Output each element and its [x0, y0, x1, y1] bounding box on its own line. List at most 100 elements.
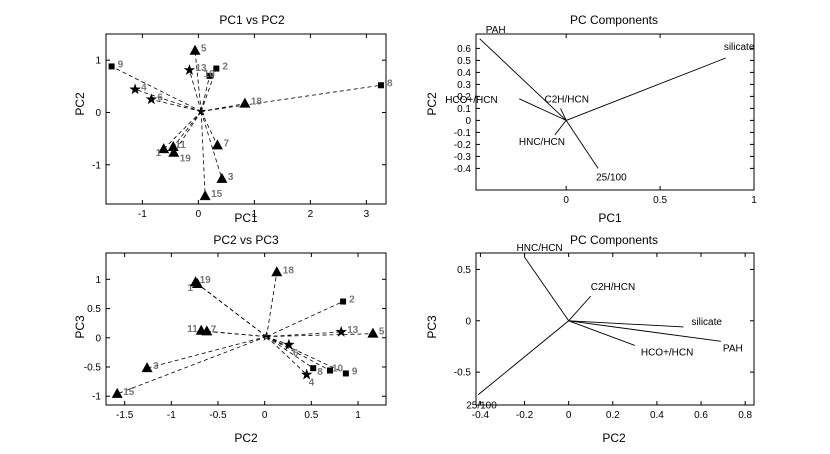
- vector-label: HCO+/HCN: [445, 95, 498, 106]
- point-marker-triangle: [141, 362, 153, 373]
- dashed-link: [189, 69, 202, 112]
- x-tick-label: 0.5: [304, 410, 318, 421]
- point-marker-square: [108, 63, 115, 70]
- dashed-link: [201, 103, 245, 112]
- panel-pc1-vs-pc2: PC1 vs PC2 PC1 PC2 -1 0 1 2 3-10112345678910…: [73, 13, 393, 225]
- point-marker-square: [206, 72, 213, 79]
- x-tick-label: 0.2: [606, 410, 620, 421]
- dashed-link: [163, 111, 202, 150]
- panel-pc2-vs-pc3: PC2 vs PC3 PC2 PC3 -1.5 -1 -0.5 0 0.5 1 -1 -0.5…: [73, 233, 387, 445]
- point-label: 8: [317, 367, 323, 378]
- point-label: 9: [118, 59, 124, 70]
- plot-area: 0 0.5 1-0.4-0.3-0.2-0.100.10.20.30.40.50.6…: [445, 25, 757, 206]
- x-tick-label: 0: [563, 195, 569, 206]
- dashed-link: [111, 66, 202, 112]
- point-label: 2: [222, 62, 228, 73]
- point-marker-triangle: [167, 140, 179, 151]
- panel-title: PC2 vs PC3: [213, 233, 279, 247]
- vector-label: silicate: [691, 317, 722, 328]
- point-label: 18: [283, 265, 295, 276]
- y-axis-label: PC2: [73, 92, 87, 116]
- y-tick-label: -1: [92, 160, 101, 171]
- point-label: 19: [200, 275, 212, 286]
- point-marker-triangle: [199, 190, 211, 201]
- point-marker-square: [327, 367, 333, 374]
- x-axis-label: PC2: [234, 431, 258, 445]
- panel-title: PC1 vs PC2: [219, 13, 285, 27]
- component-vector: [568, 320, 636, 346]
- vector-label: PAH: [486, 25, 506, 36]
- dashed-link: [200, 111, 206, 197]
- x-tick-label: 0.5: [653, 195, 667, 206]
- x-tick-label: 0: [196, 209, 202, 220]
- vector-label: C2H/HCN: [545, 94, 589, 105]
- x-tick-label: 0.6: [694, 410, 708, 421]
- plot-area: -0.4 -0.2 0 0.2 0.4 0.6 0.8 -0.5 0 0.5 HNC/HCN C2H/…: [454, 243, 755, 421]
- x-axis-label: PC1: [598, 211, 622, 225]
- point-marker-triangle: [158, 143, 170, 154]
- y-tick-label: 0: [95, 108, 101, 119]
- dashed-link: [200, 111, 223, 180]
- point-marker-square: [213, 65, 220, 72]
- point-marker-triangle: [239, 97, 251, 108]
- point-label: 18: [251, 97, 263, 108]
- point-marker-star: [301, 368, 313, 380]
- component-vector: [519, 98, 567, 121]
- point-marker-triangle: [211, 139, 223, 150]
- x-tick-label: 0: [262, 410, 268, 421]
- x-tick-label: 1: [355, 410, 361, 421]
- point-label: 7: [223, 138, 229, 149]
- x-tick-label: -1.5: [116, 410, 134, 421]
- y-axis-label: PC3: [425, 315, 439, 339]
- dashed-link: [172, 111, 202, 148]
- y-tick-label: 0: [465, 116, 471, 127]
- x-tick-label: -0.2: [516, 410, 534, 421]
- component-vector: [479, 38, 567, 121]
- point-marker-triangle: [190, 276, 202, 287]
- y-tick-label: 0.5: [87, 304, 101, 315]
- component-vector: [560, 108, 567, 121]
- point-marker-triangle: [216, 172, 228, 183]
- y-tick-label: 1: [95, 56, 101, 67]
- point-label: 8: [387, 78, 393, 89]
- y-axis-label: PC2: [425, 92, 439, 116]
- y-tick-label: 0.1: [457, 104, 471, 115]
- point-label: 10: [204, 69, 216, 80]
- x-tick-label: -0.5: [209, 410, 227, 421]
- component-vector: [568, 320, 684, 328]
- point-label: 1: [156, 148, 162, 159]
- point-marker-triangle: [111, 387, 123, 398]
- x-tick-label: -1: [138, 209, 147, 220]
- dashed-link: [134, 89, 202, 112]
- panel-title: PC Components: [570, 233, 658, 247]
- dashed-link: [200, 111, 218, 146]
- y-tick-label: 0.2: [457, 92, 471, 103]
- x-tick-label: 1: [751, 195, 757, 206]
- dashed-link: [266, 336, 307, 375]
- component-vector: [565, 120, 599, 169]
- y-tick-label: 0: [95, 333, 101, 344]
- point-label: 2: [349, 295, 355, 306]
- dashed-link: [266, 336, 314, 369]
- dashed-link: [194, 50, 202, 112]
- point-marker-triangle: [271, 266, 283, 277]
- point-label: 11: [187, 324, 198, 335]
- y-tick-label: 0.6: [457, 44, 471, 55]
- vector-label: HNC/HCN: [519, 137, 565, 148]
- axes-frame: [105, 252, 387, 406]
- x-tick-label: -1: [167, 410, 176, 421]
- vector-label: C2H/HCN: [591, 282, 635, 293]
- y-tick-label: -0.3: [454, 152, 472, 163]
- component-vector: [524, 256, 570, 322]
- point-marker-triangle: [189, 44, 201, 55]
- x-tick-label: 2: [308, 209, 314, 220]
- y-axis-label: PC3: [73, 315, 87, 339]
- y-tick-label: -0.4: [454, 164, 472, 175]
- point-label: 6: [293, 348, 299, 359]
- y-tick-label: 0.3: [457, 80, 471, 91]
- dashed-link: [117, 336, 267, 395]
- dashed-link: [200, 68, 217, 112]
- vector-label: 25/100: [596, 172, 627, 183]
- point-label: 11: [175, 140, 186, 151]
- point-marker-triangle: [195, 324, 207, 335]
